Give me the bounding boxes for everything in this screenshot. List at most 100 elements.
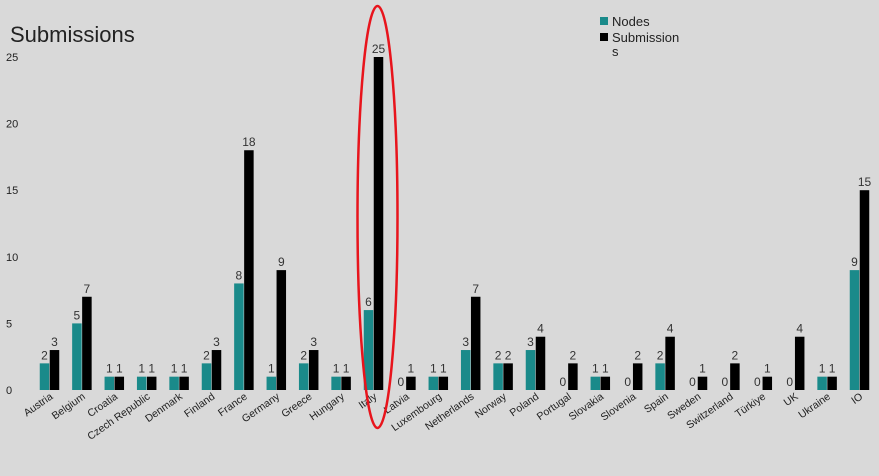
bar-submissions [438,376,449,390]
data-label-nodes: 0 [398,375,405,389]
y-tick-label: 10 [6,252,18,264]
data-label-nodes: 0 [624,375,631,389]
bar-nodes [266,376,277,390]
data-label-nodes: 6 [365,295,372,309]
data-label-nodes: 8 [236,268,243,282]
data-label-submissions: 2 [732,348,739,362]
x-tick-label: Germany [240,390,283,425]
data-label-nodes: 2 [495,348,502,362]
bar-nodes [590,376,601,390]
data-label-submissions: 1 [343,362,350,376]
bar-nodes [234,283,244,390]
data-label-submissions: 9 [278,255,285,269]
bar-submissions [179,376,189,390]
bar-submissions [373,57,384,390]
data-label-submissions: 4 [796,322,803,336]
y-tick-label: 25 [6,52,18,64]
bar-nodes [849,270,860,390]
bar-submissions [406,376,416,390]
legend-label: Nodes [612,14,650,29]
data-label-submissions: 7 [84,282,91,296]
bar-submissions [503,363,513,390]
bar-submissions [794,336,805,390]
data-label-nodes: 0 [786,375,793,389]
data-label-nodes: 1 [171,362,178,376]
bar-nodes [298,363,309,390]
legend-swatch [600,17,608,25]
y-tick-label: 15 [6,185,18,197]
data-label-nodes: 0 [722,375,729,389]
data-label-submissions: 1 [764,362,771,376]
y-tick-label: 5 [6,318,12,330]
data-label-submissions: 2 [505,348,512,362]
x-tick-label: Portugal [535,391,574,423]
bar-nodes [460,350,471,390]
bar-submissions [82,296,92,390]
bar-submissions [730,363,740,390]
data-label-submissions: 1 [829,362,836,376]
bar-nodes [363,310,374,390]
bar-submissions [859,190,870,390]
data-label-submissions: 2 [570,348,577,362]
data-label-submissions: 3 [213,335,220,349]
highlight-ellipse [356,4,399,430]
data-label-nodes: 5 [74,308,81,322]
bar-submissions [697,376,708,390]
bar-submissions [146,376,157,390]
bar-submissions [114,376,125,390]
data-label-nodes: 1 [138,362,145,376]
bar-nodes [72,323,82,390]
data-label-submissions: 1 [116,362,123,376]
data-label-submissions: 1 [699,362,706,376]
data-label-submissions: 1 [440,362,447,376]
data-label-nodes: 1 [333,362,340,376]
data-label-nodes: 1 [430,362,437,376]
data-label-nodes: 1 [819,362,826,376]
x-tick-label: Hungary [307,390,347,423]
bar-submissions [600,376,611,390]
bar-nodes [493,363,503,390]
bar-nodes [39,363,50,390]
data-label-submissions: 1 [181,362,188,376]
data-label-nodes: 1 [106,362,113,376]
y-axis: 0 5 10 15 20 25 [6,52,18,397]
data-label-submissions: 3 [310,335,317,349]
data-label-nodes: 2 [41,348,48,362]
data-label-nodes: 2 [203,348,210,362]
data-label-nodes: 9 [851,255,858,269]
y-tick-label: 20 [6,119,18,131]
bar-nodes [201,363,212,390]
bar-submissions [665,336,675,390]
x-tick-label: Norway [473,390,510,421]
bar-submissions [244,150,254,390]
x-tick-label: Ukraine [796,391,833,422]
bar-submissions [49,350,60,390]
bar-nodes [655,363,665,390]
data-label-nodes: 0 [754,375,761,389]
bar-nodes [428,376,439,390]
data-label-nodes: 3 [527,335,534,349]
bar-nodes [169,376,179,390]
data-label-submissions: 15 [858,175,872,189]
bar-submissions [341,376,351,390]
x-tick-label: Belgium [50,390,88,422]
data-label-nodes: 1 [592,362,599,376]
legend-swatch [600,33,608,41]
data-label-submissions: 1 [602,362,609,376]
bar-nodes [136,376,147,390]
data-label-nodes: 0 [560,375,567,389]
highlight-annotation [356,4,399,430]
x-tick-label: IO [849,391,865,407]
data-label-nodes: 2 [300,348,307,362]
chart-title: Submissions [10,22,135,47]
data-label-nodes: 3 [462,335,469,349]
y-tick-label: 0 [6,385,12,397]
x-tick-label: Denmark [143,390,185,425]
bar-submissions [568,363,578,390]
data-label-nodes: 1 [268,362,275,376]
data-label-submissions: 1 [148,362,155,376]
data-label-submissions: 4 [537,322,544,336]
